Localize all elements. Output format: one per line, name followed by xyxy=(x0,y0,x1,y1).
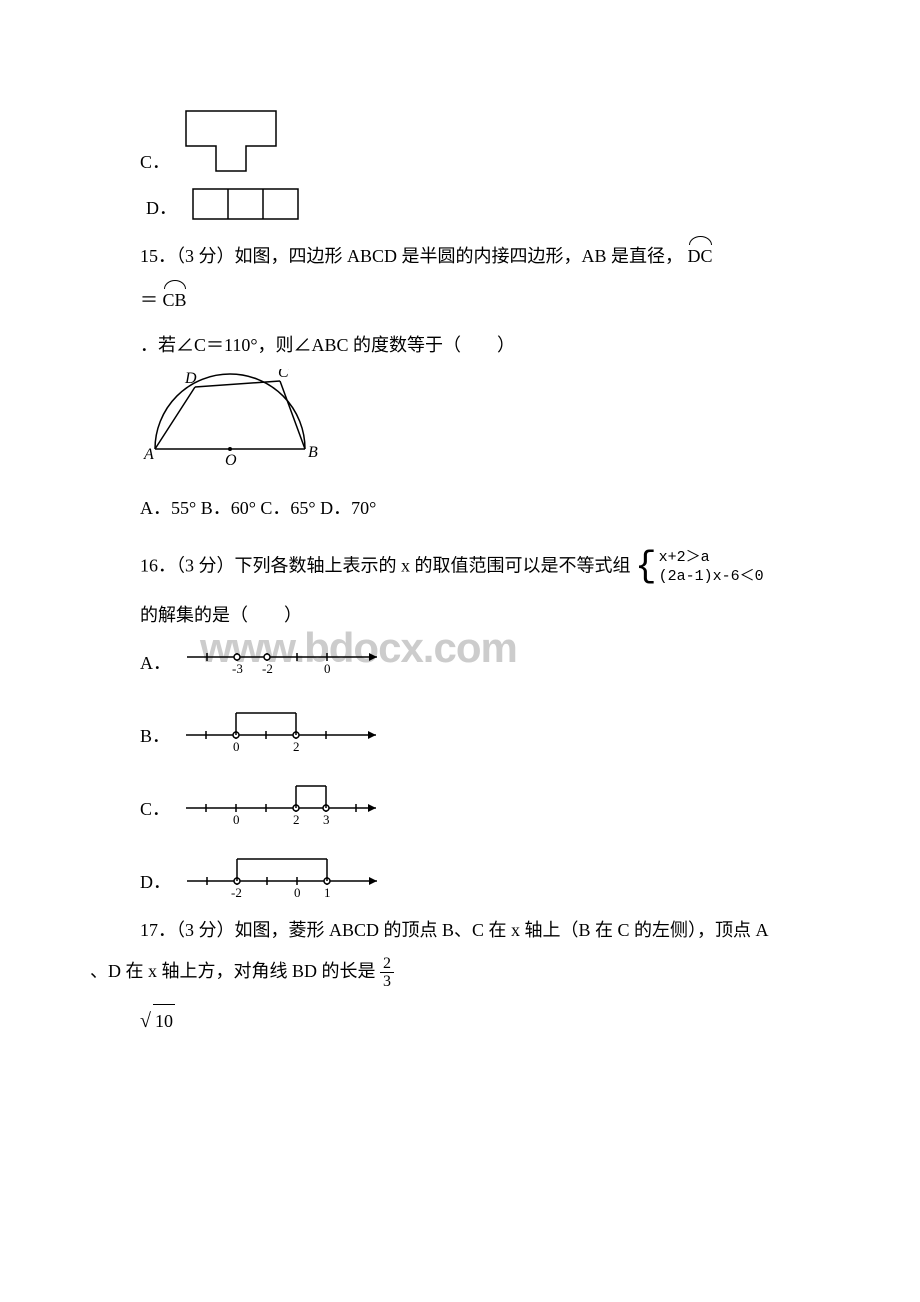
q16-suffix: 的解集的是（ ） xyxy=(140,599,830,631)
numberline-d: -2 0 1 xyxy=(177,853,397,898)
svg-text:0: 0 xyxy=(294,885,301,898)
arc-cb: CB xyxy=(163,280,187,316)
q15-prefix: 15．（3 分）如图，四边形 ABCD 是半圆的内接四边形，AB 是直径， xyxy=(140,246,683,266)
q15-answers: A．55° B．60° C．65° D．70° xyxy=(140,492,830,524)
q16-d-label: D． xyxy=(140,866,171,898)
q16-prefix: 16．（3 分）下列各数轴上表示的 x 的取值范围可以是不等式组 xyxy=(140,556,631,576)
svg-text:0: 0 xyxy=(233,812,240,825)
svg-text:2: 2 xyxy=(293,739,300,752)
svg-text:-2: -2 xyxy=(262,661,273,676)
fraction-den: 3 xyxy=(380,973,394,991)
svg-text:1: 1 xyxy=(324,885,331,898)
sqrt-icon: √ xyxy=(140,1010,151,1032)
q15-line1: 15．（3 分）如图，四边形 ABCD 是半圆的内接四边形，AB 是直径， DC xyxy=(140,236,830,272)
numberline-c: 0 2 3 xyxy=(176,780,396,825)
q17-sqrt: √10 xyxy=(140,1003,830,1039)
svg-text:0: 0 xyxy=(324,661,331,676)
svg-text:C: C xyxy=(278,369,289,381)
q16-option-c: C． 0 2 3 xyxy=(140,780,830,825)
svg-text:3: 3 xyxy=(323,812,330,825)
semicircle-diagram: A B C D O xyxy=(140,369,340,469)
q16-option-d: D． -2 0 1 xyxy=(140,853,830,898)
option-c-label: C． xyxy=(140,146,170,178)
option-c-row: C． xyxy=(140,106,830,178)
q15-eq: ＝ xyxy=(140,290,158,310)
svg-text:D: D xyxy=(184,370,197,387)
brace-icon: { xyxy=(635,549,657,585)
numberline-a: -3 -2 0 xyxy=(177,639,397,679)
q15-line2: ．若∠C＝110°，则∠ABC 的度数等于（ ） xyxy=(140,329,830,361)
q15-figure: A B C D O xyxy=(140,369,830,479)
q16-option-a: A． -3 -2 0 xyxy=(140,639,830,679)
option-d-label: D． xyxy=(146,192,177,224)
q17-line1: 17．（3 分）如图，菱形 ABCD 的顶点 B、C 在 x 轴上（B 在 C … xyxy=(140,914,830,946)
svg-text:O: O xyxy=(225,452,237,469)
arc-dc: DC xyxy=(688,236,713,272)
numberline-b: 0 2 xyxy=(176,707,396,752)
q17-line2-text: 、D 在 x 轴上方，对角线 BD 的长是 xyxy=(90,961,376,981)
svg-text:2: 2 xyxy=(293,812,300,825)
q17-line2: 、D 在 x 轴上方，对角线 BD 的长是 2 3 xyxy=(90,955,830,991)
svg-text:-3: -3 xyxy=(232,661,243,676)
svg-text:-2: -2 xyxy=(231,885,242,898)
q16-b-label: B． xyxy=(140,720,170,752)
svg-text:B: B xyxy=(308,444,318,461)
page-content: C． D． 15．（3 分）如图，四边形 ABCD 是半圆的内接四边形，AB 是… xyxy=(90,106,830,1039)
system-line2: (2a-1)x-6＜0 xyxy=(659,567,764,587)
sqrt-value: 10 xyxy=(153,1004,175,1037)
inequality-system: { x+2＞a (2a-1)x-6＜0 xyxy=(635,548,764,587)
option-d-shape xyxy=(183,184,308,224)
svg-text:0: 0 xyxy=(233,739,240,752)
fraction-num: 2 xyxy=(380,955,394,974)
svg-text:A: A xyxy=(143,446,154,463)
q16-line1: 16．（3 分）下列各数轴上表示的 x 的取值范围可以是不等式组 { x+2＞a… xyxy=(140,548,830,587)
q16-c-label: C． xyxy=(140,793,170,825)
fraction-2-3: 2 3 xyxy=(380,955,394,991)
system-line1: x+2＞a xyxy=(659,548,764,568)
q16-option-b: B． 0 2 xyxy=(140,707,830,752)
q16-a-label: A． xyxy=(140,647,171,679)
option-d-row: D． xyxy=(146,184,830,224)
q15-line1b: ＝ CB xyxy=(140,280,830,316)
option-c-shape xyxy=(176,106,291,178)
